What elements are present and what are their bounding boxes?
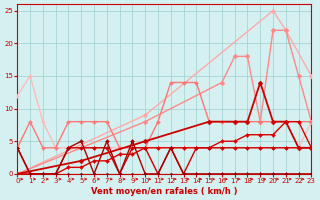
X-axis label: Vent moyen/en rafales ( km/h ): Vent moyen/en rafales ( km/h ) (91, 187, 238, 196)
